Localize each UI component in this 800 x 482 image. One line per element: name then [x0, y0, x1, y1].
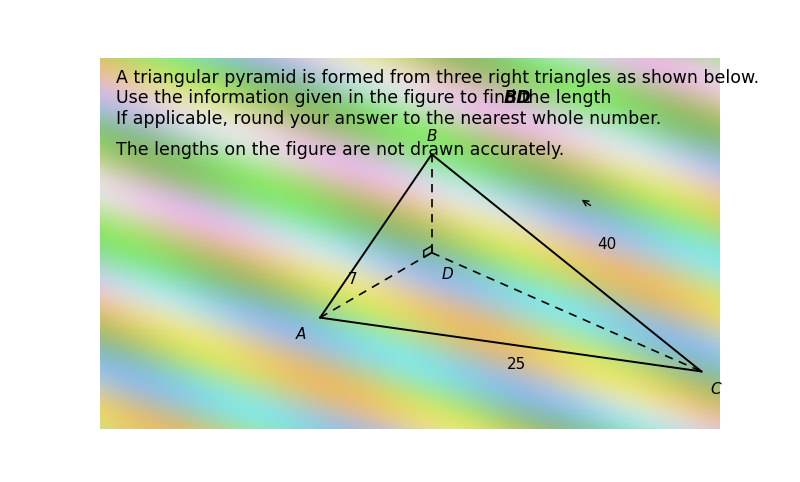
Text: A: A [296, 327, 306, 342]
Text: 7: 7 [347, 272, 357, 287]
Text: B: B [426, 129, 437, 144]
Text: D: D [442, 267, 454, 282]
Text: 25: 25 [507, 358, 526, 373]
Text: 40: 40 [598, 237, 617, 252]
Text: A triangular pyramid is formed from three right triangles as shown below.: A triangular pyramid is formed from thre… [115, 69, 758, 87]
Text: .: . [525, 89, 530, 107]
Text: BD: BD [504, 89, 531, 107]
Text: The lengths on the figure are not drawn accurately.: The lengths on the figure are not drawn … [115, 141, 564, 160]
Text: C: C [710, 382, 722, 397]
Text: If applicable, round your answer to the nearest whole number.: If applicable, round your answer to the … [115, 110, 661, 128]
Text: Use the information given in the figure to find the length: Use the information given in the figure … [115, 89, 616, 107]
